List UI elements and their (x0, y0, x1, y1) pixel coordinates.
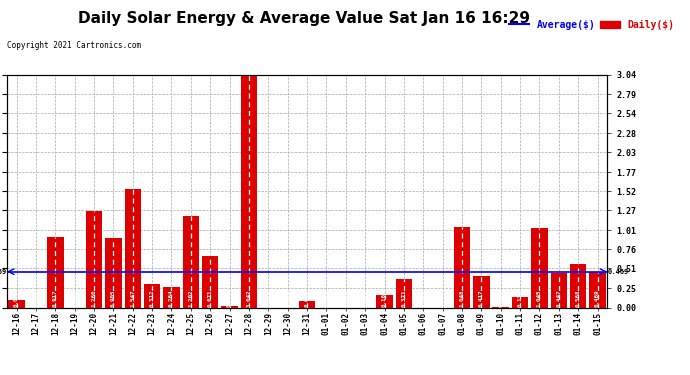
Text: Copyright 2021 Cartronics.com: Copyright 2021 Cartronics.com (7, 41, 141, 50)
Bar (183, 216, 199, 308)
Legend: Average($), Daily($): Average($), Daily($) (505, 16, 678, 34)
Text: 0.132: 0.132 (518, 290, 522, 307)
Text: 0.000: 0.000 (363, 290, 368, 307)
Bar (124, 189, 141, 308)
Text: 0.000: 0.000 (33, 290, 39, 307)
Bar (241, 75, 257, 307)
Text: 1.045: 1.045 (537, 290, 542, 307)
Text: 0.447: 0.447 (556, 290, 561, 307)
Text: 0.000: 0.000 (72, 290, 77, 307)
Bar (395, 279, 412, 308)
Bar (86, 211, 102, 308)
Bar (512, 297, 529, 307)
Bar (8, 300, 25, 307)
Bar (47, 237, 63, 308)
Text: 0.000: 0.000 (266, 290, 270, 307)
Bar (105, 238, 121, 308)
Bar (551, 273, 567, 308)
Bar (164, 287, 179, 308)
Text: 0.160: 0.160 (382, 290, 387, 307)
Text: 0.003: 0.003 (498, 290, 503, 307)
Text: 1.048: 1.048 (460, 290, 464, 307)
Text: 0.085: 0.085 (304, 290, 310, 307)
Text: 0.000: 0.000 (440, 290, 445, 307)
Text: Daily Solar Energy & Average Value Sat Jan 16 16:29: Daily Solar Energy & Average Value Sat J… (77, 11, 530, 26)
Text: 0.568: 0.568 (575, 290, 581, 307)
Text: 0.469: 0.469 (0, 268, 6, 274)
Bar (299, 301, 315, 307)
Text: 0.000: 0.000 (344, 290, 348, 307)
Bar (202, 256, 219, 307)
Bar (454, 227, 470, 308)
Text: 0.000: 0.000 (285, 290, 290, 307)
Bar (531, 228, 548, 308)
Text: 0.417: 0.417 (479, 290, 484, 307)
Bar (570, 264, 586, 308)
Text: 3.042: 3.042 (246, 290, 251, 307)
Text: 0.312: 0.312 (150, 290, 155, 307)
Text: 0.917: 0.917 (53, 290, 58, 307)
Bar (473, 276, 490, 308)
Text: 0.469: 0.469 (595, 290, 600, 307)
Text: 0.905: 0.905 (111, 290, 116, 307)
Text: 0.671: 0.671 (208, 290, 213, 307)
Bar (589, 272, 606, 308)
Text: 0.016: 0.016 (227, 290, 232, 307)
Text: 1.202: 1.202 (188, 290, 193, 307)
Text: 0.371: 0.371 (402, 290, 406, 307)
Text: 0.000: 0.000 (421, 290, 426, 307)
Text: 0.469: 0.469 (608, 268, 629, 274)
Text: 0.264: 0.264 (169, 290, 174, 307)
Bar (376, 295, 393, 307)
Text: 0.000: 0.000 (324, 290, 329, 307)
Bar (221, 306, 238, 308)
Text: 1.547: 1.547 (130, 290, 135, 307)
Text: 0.094: 0.094 (14, 290, 19, 307)
Text: 1.260: 1.260 (92, 290, 97, 307)
Bar (144, 284, 160, 308)
